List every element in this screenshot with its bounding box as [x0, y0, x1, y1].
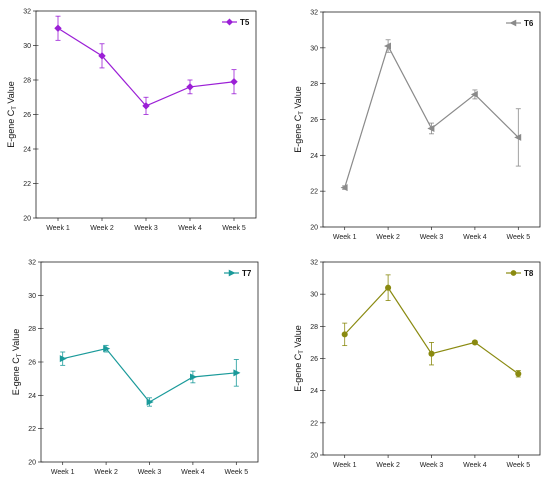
x-tick-label: Week 5 — [222, 225, 246, 232]
y-tick-label: 20 — [23, 216, 31, 223]
x-tick-label: Week 4 — [463, 234, 487, 241]
x-tick-label: Week 4 — [463, 462, 487, 469]
legend-marker — [509, 19, 517, 27]
x-tick-label: Week 4 — [178, 225, 202, 232]
data-point — [54, 24, 62, 32]
y-tick-label: 24 — [310, 153, 318, 160]
y-tick-label: 22 — [23, 181, 31, 188]
legend-label: T5 — [240, 18, 250, 27]
data-point — [428, 350, 435, 357]
data-point — [470, 90, 478, 98]
legend-marker — [228, 269, 236, 277]
y-tick-label: 30 — [310, 45, 318, 52]
plot-frame — [40, 261, 259, 463]
panel-t7: 20 22 24 26 28 30 32 Week 1 Week 2 Week 3 Week 4 We… — [11, 260, 259, 476]
data-point — [233, 369, 241, 377]
x-tick-label: Week 2 — [376, 234, 400, 241]
series-line-t5 — [57, 27, 235, 107]
y-tick-label: 30 — [23, 43, 31, 50]
series-line-t6 — [344, 44, 519, 188]
x-tick-label: Week 3 — [420, 234, 444, 241]
legend-marker — [225, 18, 234, 26]
data-point — [427, 124, 435, 132]
y-tick-label: 26 — [310, 117, 318, 124]
x-tick-label: Week 5 — [506, 462, 530, 469]
y-tick-label: 28 — [310, 324, 318, 331]
y-tick-label: 22 — [28, 426, 36, 433]
y-axis-label: E-gene CT Value — [6, 81, 18, 148]
y-tick-label: 24 — [310, 388, 318, 395]
plot-frame — [322, 11, 541, 228]
y-tick-label: 26 — [28, 360, 36, 367]
x-tick-label: Week 1 — [46, 225, 70, 232]
x-tick-label: Week 1 — [51, 469, 75, 476]
y-tick-label: 26 — [23, 112, 31, 119]
x-tick-label: Week 2 — [94, 469, 118, 476]
x-tick-label: Week 2 — [376, 462, 400, 469]
x-tick-label: Week 2 — [90, 225, 114, 232]
data-point — [515, 370, 522, 377]
data-point — [340, 184, 348, 192]
y-tick-label: 20 — [28, 460, 36, 467]
y-axis-label: E-gene CT Value — [293, 325, 305, 392]
data-point — [186, 83, 194, 91]
data-point — [471, 339, 478, 346]
panel-t5: 20 22 24 26 28 30 32 Week 1 Week 2 Week 3 Week 4 We… — [6, 9, 257, 232]
data-point — [383, 42, 391, 50]
data-point — [98, 52, 106, 60]
x-tick-label: Week 3 — [138, 469, 162, 476]
y-tick-label: 32 — [310, 10, 318, 17]
y-tick-label: 32 — [310, 260, 318, 267]
series-line-t7 — [62, 347, 237, 403]
y-tick-label: 28 — [23, 78, 31, 85]
x-tick-label: Week 5 — [506, 234, 530, 241]
y-tick-label: 20 — [310, 453, 318, 460]
panel-t8: 20 22 24 26 28 30 32 Week 1 Week 2 Week 3 Week 4 We… — [293, 260, 541, 469]
y-tick-label: 20 — [310, 225, 318, 232]
data-point — [142, 102, 150, 110]
y-tick-label: 26 — [310, 356, 318, 363]
x-tick-label: Week 5 — [224, 469, 248, 476]
y-tick-label: 28 — [310, 81, 318, 88]
x-tick-label: Week 3 — [420, 462, 444, 469]
data-point — [103, 345, 111, 353]
x-tick-label: Week 1 — [333, 462, 357, 469]
data-point — [190, 373, 198, 381]
y-tick-label: 32 — [23, 9, 31, 16]
y-axis-label: E-gene CT Value — [293, 86, 305, 153]
y-tick-label: 30 — [310, 292, 318, 299]
y-tick-label: 22 — [310, 189, 318, 196]
x-tick-label: Week 1 — [333, 234, 357, 241]
y-tick-label: 24 — [28, 393, 36, 400]
legend-label: T6 — [524, 19, 534, 28]
y-tick-label: 32 — [28, 260, 36, 267]
x-tick-label: Week 3 — [134, 225, 158, 232]
data-point — [385, 284, 392, 291]
data-point — [59, 355, 67, 363]
panel-t6: 20 22 24 26 28 30 32 Week 1 Week 2 Week 3 Week 4 We… — [293, 10, 541, 241]
legend-marker — [510, 270, 517, 276]
y-axis-label: E-gene CT Value — [11, 329, 23, 396]
data-point — [514, 133, 522, 141]
data-point — [230, 78, 238, 86]
y-tick-label: 24 — [23, 147, 31, 154]
y-tick-label: 28 — [28, 326, 36, 333]
y-tick-label: 30 — [28, 293, 36, 300]
x-tick-label: Week 4 — [181, 469, 205, 476]
legend-label: T7 — [242, 269, 252, 278]
data-point — [146, 398, 154, 406]
y-tick-label: 22 — [310, 420, 318, 427]
legend-label: T8 — [524, 269, 534, 278]
data-point — [341, 331, 348, 338]
